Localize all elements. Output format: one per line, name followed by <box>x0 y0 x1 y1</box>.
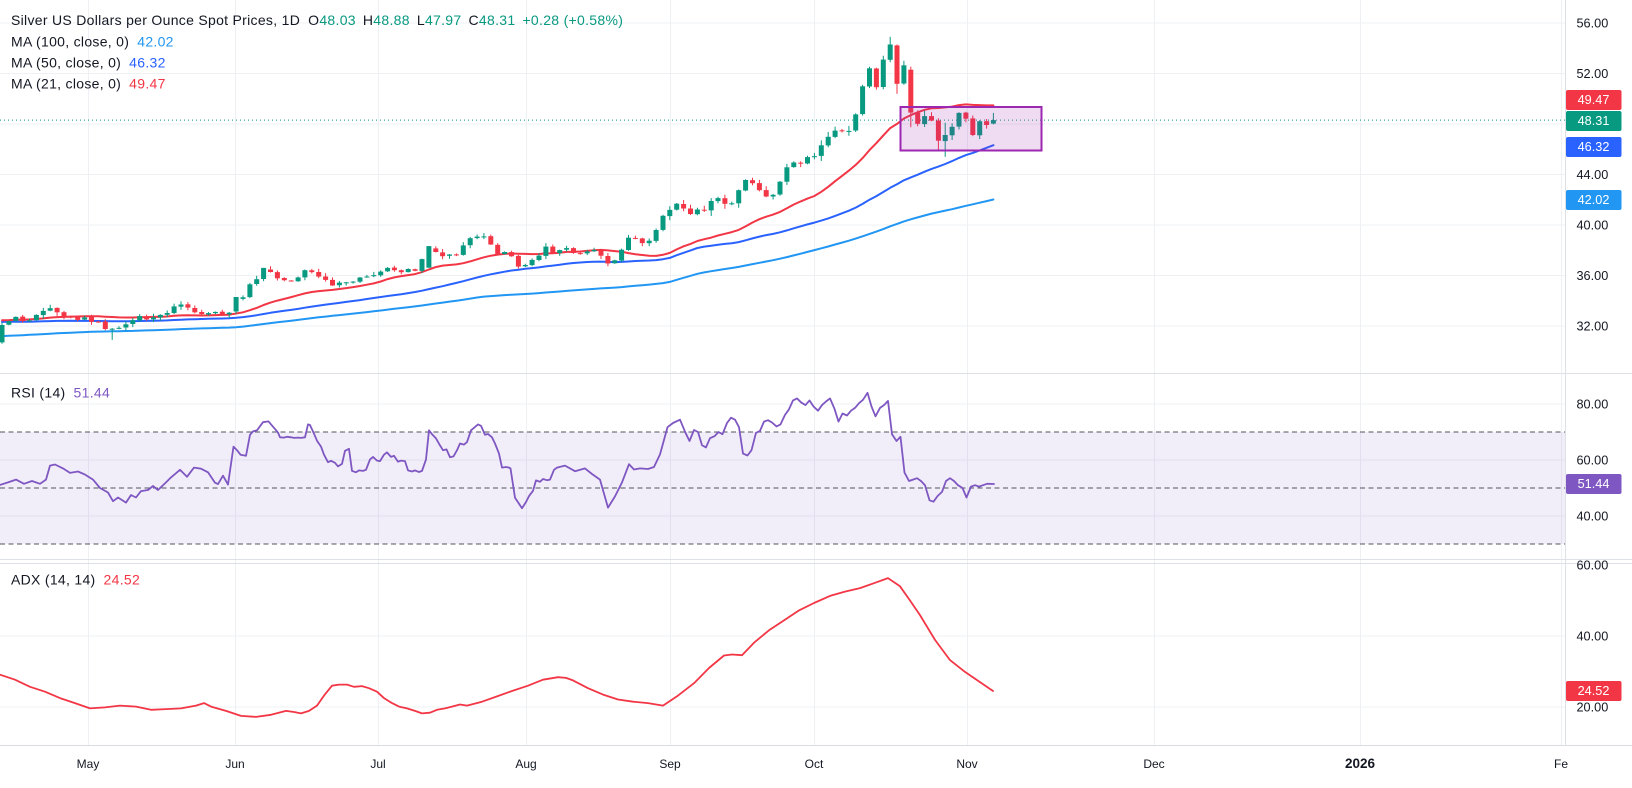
svg-text:Dec: Dec <box>1143 757 1164 771</box>
svg-text:44.00: 44.00 <box>1577 168 1609 182</box>
svg-text:MA (50, close, 0)46.32: MA (50, close, 0) 46.32 <box>11 55 166 71</box>
svg-text:Aug: Aug <box>515 757 536 771</box>
svg-text:40.00: 40.00 <box>1577 218 1609 232</box>
svg-text:Nov: Nov <box>956 757 977 771</box>
svg-text:40.00: 40.00 <box>1577 509 1609 523</box>
svg-text:40.00: 40.00 <box>1577 629 1609 643</box>
svg-text:Jul: Jul <box>370 757 385 771</box>
svg-text:46.32: 46.32 <box>1578 140 1610 154</box>
svg-text:MA (21, close, 0)49.47: MA (21, close, 0) 49.47 <box>11 76 166 92</box>
svg-text:32.00: 32.00 <box>1577 319 1609 333</box>
svg-text:2026: 2026 <box>1345 756 1376 771</box>
svg-text:52.00: 52.00 <box>1577 67 1609 81</box>
svg-text:49.47: 49.47 <box>1578 93 1610 107</box>
svg-text:RSI (14)51.44: RSI (14) 51.44 <box>11 385 110 401</box>
svg-text:Oct: Oct <box>805 757 824 771</box>
svg-text:ADX (14, 14)24.52: ADX (14, 14) 24.52 <box>11 572 140 588</box>
svg-text:60.00: 60.00 <box>1577 558 1609 572</box>
svg-text:May: May <box>77 757 100 771</box>
svg-text:56.00: 56.00 <box>1577 16 1609 30</box>
svg-text:36.00: 36.00 <box>1577 269 1609 283</box>
svg-text:80.00: 80.00 <box>1577 397 1609 411</box>
svg-text:51.44: 51.44 <box>1578 477 1610 491</box>
svg-text:MA (100, close, 0)42.02: MA (100, close, 0) 42.02 <box>11 34 174 50</box>
svg-text:42.02: 42.02 <box>1578 193 1610 207</box>
svg-text:Silver US Dollars per Ounce Sp: Silver US Dollars per Ounce Spot Prices,… <box>11 12 623 28</box>
svg-text:24.52: 24.52 <box>1578 684 1610 698</box>
svg-text:48.31: 48.31 <box>1578 114 1610 128</box>
svg-text:Sep: Sep <box>659 757 681 771</box>
svg-text:Fe: Fe <box>1554 757 1568 771</box>
svg-text:60.00: 60.00 <box>1577 453 1609 467</box>
svg-text:20.00: 20.00 <box>1577 700 1609 714</box>
svg-text:Jun: Jun <box>225 757 244 771</box>
